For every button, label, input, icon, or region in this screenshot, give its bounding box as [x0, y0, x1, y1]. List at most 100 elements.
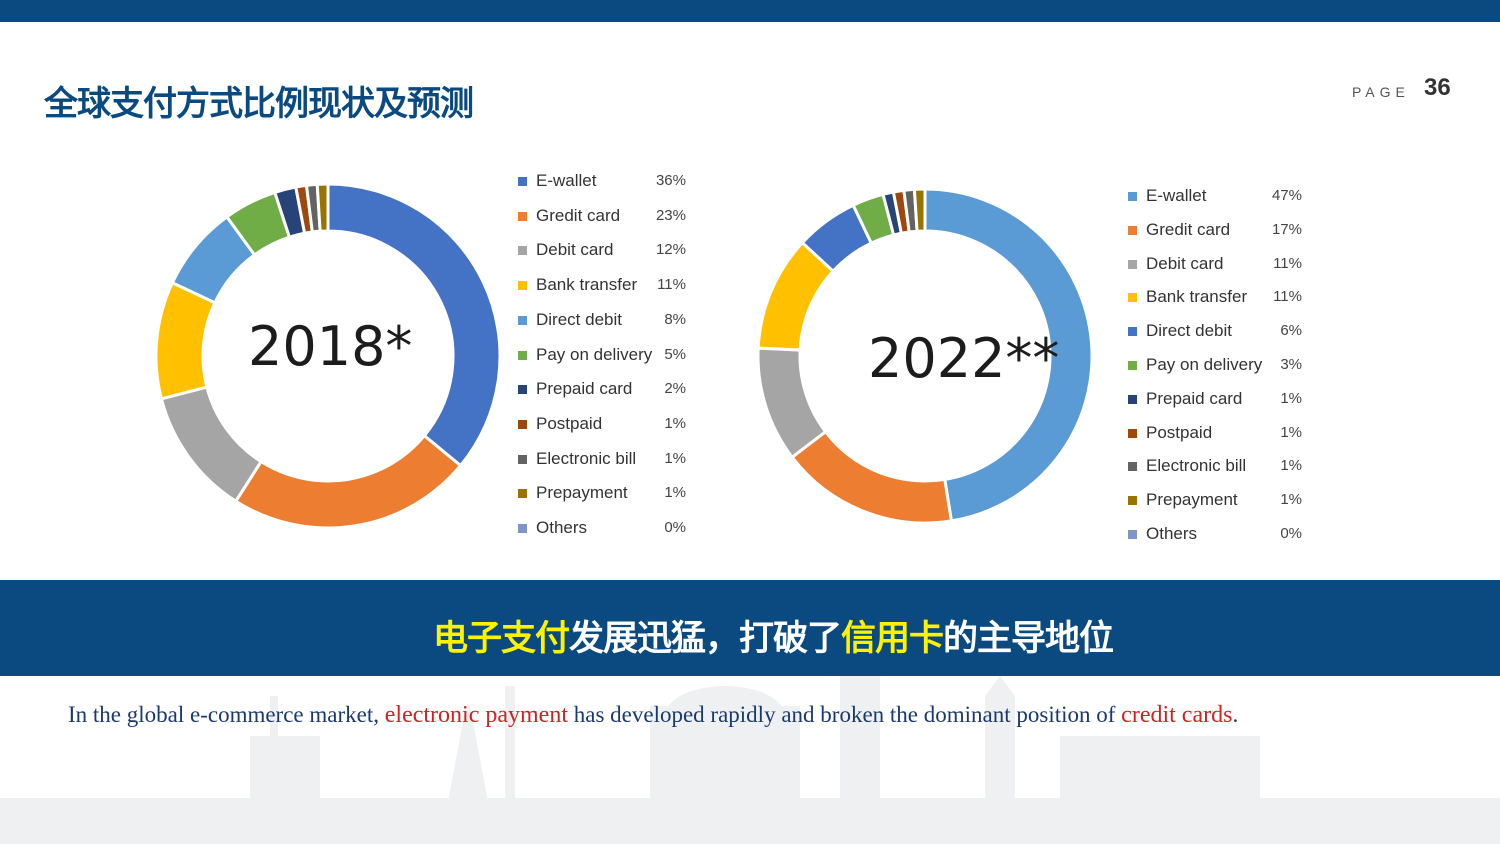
legend-item-direct-debit: Direct debit 8%	[518, 309, 686, 333]
legend-label: Others	[1146, 524, 1198, 543]
legend-value: 11%	[657, 276, 686, 294]
caption-text: In the global e-commerce market, electro…	[68, 702, 1238, 729]
legend-item-others: Others 0%	[1128, 523, 1302, 547]
legend-swatch	[1128, 327, 1137, 337]
banner-highlight-electronic-payment: 电子支付	[432, 619, 570, 659]
legend-swatch	[518, 524, 527, 533]
donut-slice-gredit-card	[233, 433, 463, 530]
donut-chart-2018	[154, 182, 502, 530]
city-skyline-background	[0, 676, 1500, 844]
legend-label: Postpaid	[536, 413, 603, 433]
legend-value: 8%	[664, 310, 686, 328]
banner-text-middle: 发展迅猛，打破了	[568, 619, 842, 659]
legend-value: 23%	[655, 206, 686, 224]
legend-swatch	[1128, 293, 1137, 303]
legend-item-pay-on-delivery: Pay on delivery 3%	[1128, 354, 1302, 378]
legend-value: 2%	[664, 380, 686, 398]
legend-item-gredit-card: Gredit card 17%	[1128, 219, 1302, 243]
top-bar	[0, 0, 1500, 22]
legend-swatch	[518, 246, 527, 256]
legend-label: Electronic bill	[1146, 456, 1247, 476]
legend-swatch	[518, 454, 527, 464]
legend-value: 47%	[1271, 187, 1302, 204]
caption-part-5: .	[1232, 702, 1239, 727]
donut-slice-e-wallet	[923, 187, 1094, 523]
legend-label: Pay on delivery	[1146, 355, 1263, 374]
legend-label: Prepayment	[1146, 490, 1238, 510]
donut-slice-gredit-card	[790, 429, 954, 525]
legend-swatch	[1128, 361, 1137, 370]
donut-slice-debit-card	[756, 346, 828, 460]
legend-value: 5%	[664, 345, 686, 363]
legend-item-prepayment: Prepayment 1%	[518, 482, 686, 506]
legend-swatch	[1128, 394, 1137, 404]
legend-value: 12%	[655, 241, 686, 259]
legend-item-gredit-card: Gredit card 23%	[518, 205, 686, 229]
legend-item-electronic-bill: Electronic bill 1%	[1128, 455, 1302, 479]
donut-slice-e-wallet	[326, 182, 502, 468]
legend-value: 1%	[1280, 389, 1302, 407]
legend-value: 11%	[1273, 288, 1302, 306]
legend-value: 1%	[1280, 457, 1302, 475]
legend-item-prepayment: Prepayment 1%	[1128, 489, 1302, 513]
donut-slice-prepayment	[912, 187, 927, 233]
legend-label: Gredit card	[1146, 219, 1231, 239]
legend-item-debit-card: Debit card 12%	[518, 239, 686, 263]
legend-value: 1%	[664, 484, 686, 502]
page-label: PAGE	[1352, 84, 1410, 100]
legend-value: 1%	[664, 449, 686, 467]
legend-label: Debit card	[1146, 253, 1224, 273]
legend-swatch	[518, 177, 527, 186]
donut-chart-2022	[756, 187, 1094, 525]
legend-value: 36%	[655, 172, 686, 189]
summary-banner-text: 电子支付发展迅猛，打破了信用卡的主导地位	[0, 610, 1500, 661]
legend-value: 1%	[1280, 423, 1302, 441]
banner-highlight-credit-card: 信用卡	[841, 619, 944, 659]
legend-label: Prepaid card	[1146, 388, 1243, 408]
legend-label: Prepaid card	[536, 379, 633, 399]
banner-text-end: 的主导地位	[943, 619, 1114, 659]
summary-banner	[0, 580, 1500, 676]
legend-value: 1%	[1280, 491, 1302, 509]
legend-label: Direct debit	[1146, 321, 1232, 341]
donut-slice-debit-card	[159, 385, 264, 504]
legend-item-direct-debit: Direct debit 6%	[1128, 320, 1302, 344]
legend-2018: E-wallet 36% Gredit card 23% Debit card 12% Ba…	[518, 170, 686, 550]
legend-item-bank-transfer: Bank transfer 11%	[1128, 286, 1302, 310]
page-number: 36	[1424, 74, 1451, 101]
legend-value: 0%	[664, 519, 686, 536]
legend-swatch	[518, 315, 527, 325]
legend-swatch	[518, 419, 527, 429]
legend-swatch	[518, 211, 527, 221]
legend-value: 11%	[1273, 254, 1302, 272]
legend-item-e-wallet: E-wallet 47%	[1128, 185, 1302, 209]
legend-value: 6%	[1280, 322, 1302, 340]
legend-label: Debit card	[536, 240, 614, 260]
legend-item-debit-card: Debit card 11%	[1128, 253, 1302, 277]
legend-label: E-wallet	[536, 171, 597, 190]
legend-label: Prepayment	[536, 483, 628, 503]
legend-swatch	[518, 385, 527, 395]
legend-swatch	[1128, 225, 1137, 235]
chart-title-2018: 2018*	[248, 315, 413, 378]
legend-item-pay-on-delivery: Pay on delivery 5%	[518, 344, 686, 368]
page-title: 全球支付方式比例现状及预测	[44, 84, 474, 124]
legend-item-bank-transfer: Bank transfer 11%	[518, 274, 686, 298]
caption-part-1: In the global e-commerce market,	[68, 702, 385, 727]
legend-item-postpaid: Postpaid 1%	[1128, 422, 1302, 446]
legend-swatch	[1128, 259, 1137, 269]
legend-label: Postpaid	[1146, 422, 1213, 442]
legend-item-prepaid-card: Prepaid card 2%	[518, 378, 686, 402]
legend-label: Bank transfer	[1146, 287, 1248, 307]
legend-swatch	[1128, 530, 1137, 539]
caption-part-3: has developed rapidly and broken the dom…	[568, 702, 1122, 727]
caption-highlight-credit-cards: credit cards	[1121, 702, 1233, 728]
legend-label: Gredit card	[536, 205, 621, 225]
legend-value: 1%	[664, 414, 686, 432]
legend-label: E-wallet	[1146, 186, 1207, 205]
legend-swatch	[1128, 192, 1137, 201]
legend-swatch	[1128, 428, 1137, 438]
legend-item-e-wallet: E-wallet 36%	[518, 170, 686, 194]
legend-label: Electronic bill	[536, 448, 637, 468]
legend-label: Pay on delivery	[536, 344, 653, 364]
